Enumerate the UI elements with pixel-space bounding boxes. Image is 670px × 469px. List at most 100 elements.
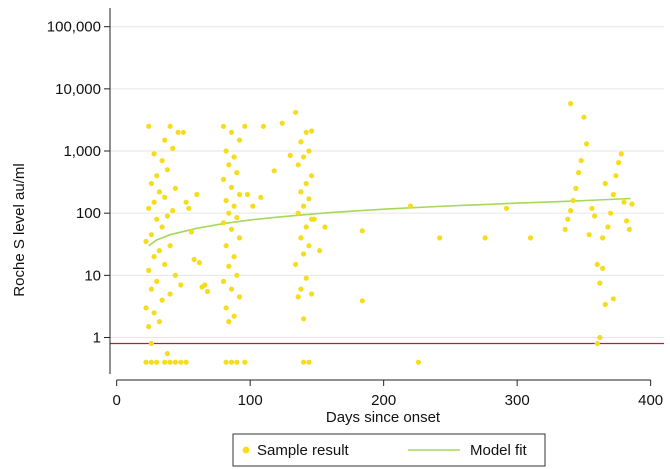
data-point xyxy=(301,203,307,209)
data-point xyxy=(242,123,248,129)
data-point xyxy=(159,297,165,303)
data-point xyxy=(151,199,157,205)
x-tick-label: 100 xyxy=(238,392,263,409)
data-point xyxy=(298,139,304,145)
data-point xyxy=(151,310,157,316)
data-point xyxy=(223,359,229,365)
y-tick-label: 10,000 xyxy=(55,81,101,98)
data-point xyxy=(589,205,595,211)
data-point xyxy=(610,191,616,198)
data-point xyxy=(180,129,186,135)
data-point xyxy=(309,173,315,179)
data-point xyxy=(223,197,229,204)
data-point xyxy=(610,296,616,302)
data-point xyxy=(608,210,614,216)
data-point xyxy=(317,248,323,254)
data-point xyxy=(234,359,240,365)
data-point xyxy=(605,224,611,230)
data-point xyxy=(234,170,240,176)
data-point xyxy=(234,272,240,278)
data-point xyxy=(295,294,301,300)
data-point xyxy=(260,123,267,129)
data-point xyxy=(226,210,232,216)
data-point xyxy=(220,220,227,226)
data-point xyxy=(167,123,173,129)
sample-points-group xyxy=(143,101,635,365)
data-point xyxy=(146,267,152,273)
data-point xyxy=(223,305,229,311)
data-point xyxy=(295,162,301,168)
data-point xyxy=(600,235,606,241)
data-point xyxy=(301,154,307,160)
data-point xyxy=(172,272,178,278)
y-tick-label: 1 xyxy=(93,329,101,346)
data-point xyxy=(220,278,227,284)
data-point xyxy=(359,298,365,304)
data-point xyxy=(242,359,248,365)
data-point xyxy=(287,152,293,158)
data-point xyxy=(151,151,157,157)
data-point xyxy=(359,228,365,234)
data-point xyxy=(202,282,208,288)
data-point xyxy=(303,129,309,135)
y-tick-label: 100 xyxy=(76,205,101,222)
data-point xyxy=(279,120,285,126)
y-tick-label: 10 xyxy=(84,267,101,284)
data-point xyxy=(156,189,162,195)
data-point xyxy=(568,208,574,214)
data-point xyxy=(616,160,622,166)
data-point xyxy=(231,203,237,209)
data-point xyxy=(143,238,149,245)
data-point xyxy=(306,196,312,202)
data-point xyxy=(196,260,202,266)
data-point xyxy=(148,286,154,292)
data-point xyxy=(226,319,232,325)
data-point xyxy=(231,154,237,160)
data-point xyxy=(306,243,312,249)
data-point xyxy=(164,351,170,357)
data-point xyxy=(220,176,227,182)
data-point xyxy=(306,148,312,154)
data-point xyxy=(322,224,328,230)
data-point xyxy=(293,109,299,115)
data-point xyxy=(527,235,534,241)
data-point xyxy=(594,261,600,267)
data-point xyxy=(148,232,154,238)
data-point xyxy=(597,334,603,341)
tick-labels: 1 10 100 1,000 10,000 100,000 0 100 200 300 400 xyxy=(47,19,663,409)
data-point xyxy=(626,226,632,232)
data-point xyxy=(148,359,154,365)
data-point xyxy=(303,224,309,230)
data-point xyxy=(629,201,635,207)
data-point xyxy=(170,208,176,214)
legend-label-sample: Sample result xyxy=(257,442,350,459)
data-point xyxy=(311,216,317,222)
data-point xyxy=(236,137,243,143)
data-point xyxy=(228,226,235,232)
data-point xyxy=(303,275,309,281)
data-point xyxy=(188,229,194,235)
x-tick-label: 0 xyxy=(113,392,121,409)
data-point xyxy=(167,291,173,297)
data-point xyxy=(437,235,443,241)
data-point xyxy=(178,282,184,288)
data-point xyxy=(186,205,192,211)
data-point xyxy=(600,265,606,271)
data-point xyxy=(194,191,200,198)
data-point xyxy=(236,235,243,241)
data-point xyxy=(565,216,571,222)
data-point xyxy=(228,129,235,135)
data-point xyxy=(162,137,168,143)
data-point xyxy=(156,248,162,254)
data-point xyxy=(236,294,243,300)
data-point xyxy=(159,158,165,164)
data-point xyxy=(303,180,309,187)
gridlines xyxy=(110,26,664,338)
data-point xyxy=(148,340,154,347)
data-point xyxy=(159,224,165,230)
data-point xyxy=(178,359,184,365)
data-point xyxy=(295,210,301,216)
data-point xyxy=(220,123,227,129)
legend-sample-marker xyxy=(242,446,250,454)
